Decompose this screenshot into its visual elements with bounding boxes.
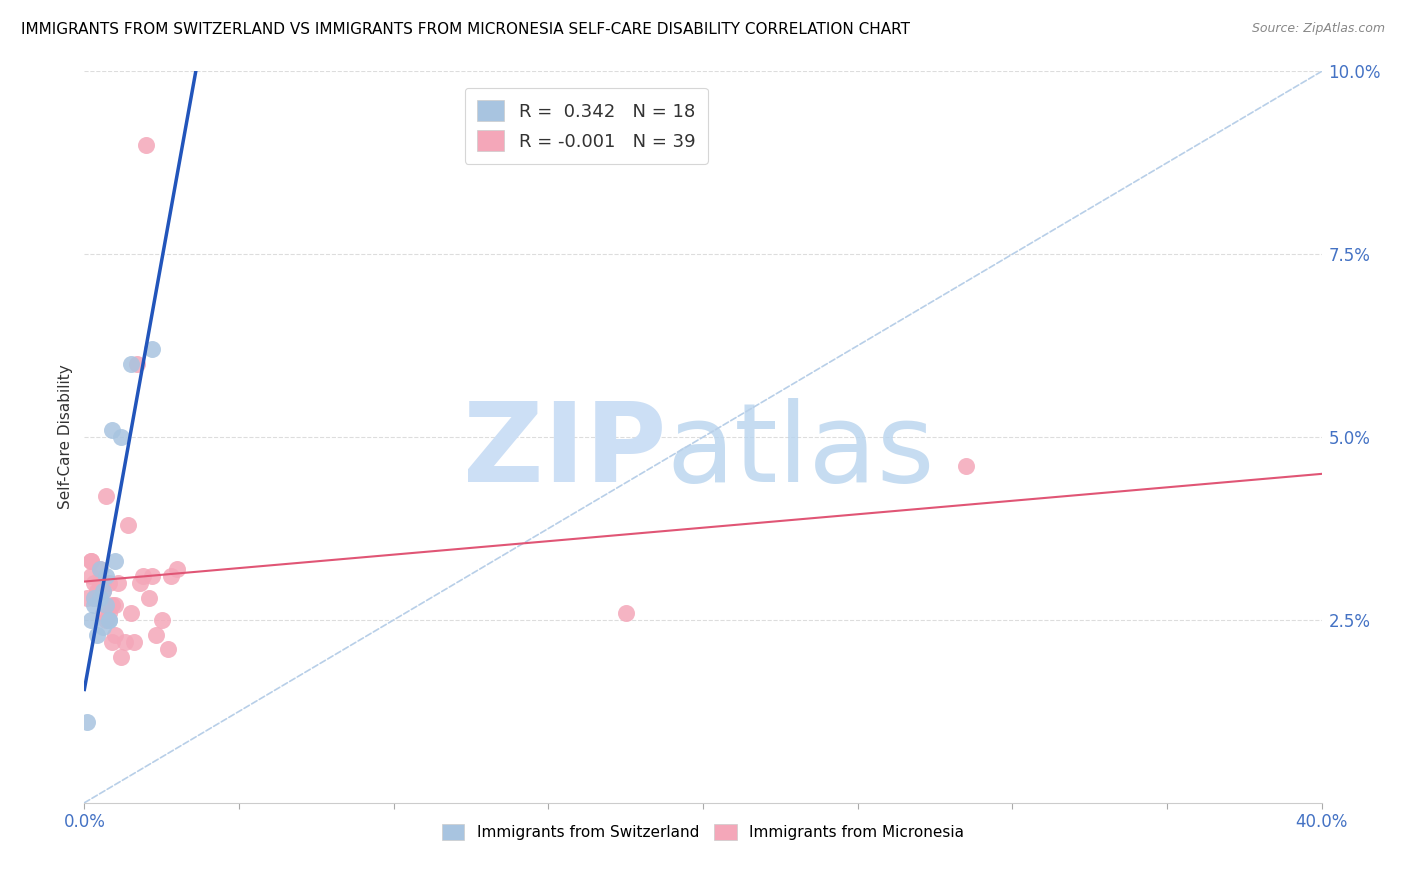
Point [79,569,101,583]
Text: ZIP: ZIP [463,398,666,505]
Point [166,562,188,576]
Point [79,554,101,568]
Point [83,591,105,605]
Point [160,569,183,583]
Point [98,606,121,620]
Point [89,591,111,605]
Point [129,576,152,591]
Point [107,576,129,591]
Point [83,591,105,605]
Point [91,583,114,598]
Point [76,591,98,605]
Point [83,599,105,613]
Point [76,715,98,730]
Point [101,635,124,649]
Point [141,569,163,583]
Point [110,430,132,444]
Point [89,576,111,591]
Point [83,576,105,591]
Point [104,627,127,641]
Point [110,649,132,664]
Point [150,613,173,627]
Point [614,606,637,620]
Point [86,583,108,598]
Point [89,562,111,576]
Point [132,569,155,583]
Point [98,613,121,627]
Point [91,606,114,620]
Point [156,642,179,657]
Point [104,554,127,568]
Point [79,554,101,568]
Point [91,583,114,598]
Text: IMMIGRANTS FROM SWITZERLAND VS IMMIGRANTS FROM MICRONESIA SELF-CARE DISABILITY C: IMMIGRANTS FROM SWITZERLAND VS IMMIGRANT… [21,22,910,37]
Y-axis label: Self-Care Disability: Self-Care Disability [58,365,73,509]
Point [94,569,117,583]
Point [138,591,160,605]
Point [89,562,111,576]
Point [955,459,977,474]
Point [117,517,139,532]
Point [120,357,142,371]
Point [145,627,167,641]
Point [94,489,117,503]
Legend: Immigrants from Switzerland, Immigrants from Micronesia: Immigrants from Switzerland, Immigrants … [436,818,970,847]
Point [104,599,127,613]
Point [94,613,117,627]
Point [98,613,121,627]
Point [114,635,136,649]
Point [91,620,114,634]
Point [91,576,114,591]
Point [135,137,157,152]
Point [98,576,121,591]
Point [101,599,124,613]
Point [122,635,145,649]
Point [86,627,108,641]
Point [94,599,117,613]
Text: atlas: atlas [666,398,935,505]
Point [101,423,124,437]
Point [125,357,148,371]
Point [120,606,142,620]
Point [141,343,163,357]
Text: Source: ZipAtlas.com: Source: ZipAtlas.com [1251,22,1385,36]
Point [79,613,101,627]
